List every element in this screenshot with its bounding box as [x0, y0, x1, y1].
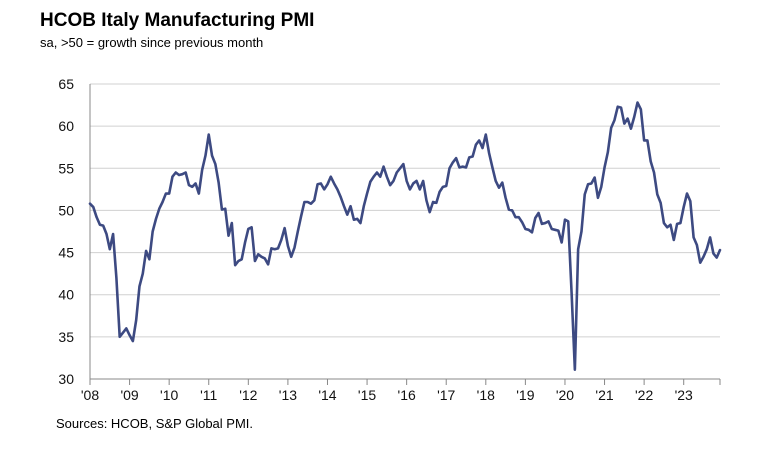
x-tick-label-'22: '22	[635, 387, 653, 403]
x-tick-label-'23: '23	[675, 387, 693, 403]
x-tick-label-'19: '19	[516, 387, 534, 403]
x-tick-label-'13: '13	[279, 387, 297, 403]
y-tick-label-40: 40	[58, 287, 74, 303]
y-tick-label-45: 45	[58, 245, 74, 261]
series-line-0	[88, 101, 722, 372]
x-tick-label-'17: '17	[437, 387, 455, 403]
x-tick-label-'18: '18	[477, 387, 495, 403]
chart-title: HCOB Italy Manufacturing PMI	[40, 10, 315, 31]
gridlines	[90, 83, 720, 338]
x-tick-label-'20: '20	[556, 387, 574, 403]
x-tick-label-'14: '14	[318, 387, 336, 403]
x-axis: '08 '09 '10 '11 '12 '13 '14 '15 '16 '17 '18 '19 '20 '…	[81, 378, 721, 403]
chart-subtitle: sa, >50 = growth since previous month	[40, 35, 264, 50]
x-tick-label-'21: '21	[595, 387, 613, 403]
y-axis: 30 35 40 45 50 55 60 65	[58, 76, 91, 387]
series-layer	[88, 101, 722, 372]
x-tick-label-'16: '16	[398, 387, 416, 403]
y-tick-label-35: 35	[58, 329, 74, 345]
x-tick-label-'11: '11	[200, 387, 217, 403]
x-tick-label-'15: '15	[358, 387, 376, 403]
x-tick-label-'09: '09	[120, 387, 138, 403]
x-tick-label-'12: '12	[239, 387, 257, 403]
y-tick-label-60: 60	[58, 118, 74, 134]
x-tick-label-'10: '10	[160, 387, 178, 403]
y-tick-label-65: 65	[58, 76, 74, 92]
source-note: Sources: HCOB, S&P Global PMI.	[56, 416, 253, 431]
x-tick-label-'08: '08	[81, 387, 99, 403]
y-tick-label-55: 55	[58, 160, 74, 176]
y-tick-label-50: 50	[58, 202, 74, 218]
y-tick-label-30: 30	[58, 371, 74, 387]
